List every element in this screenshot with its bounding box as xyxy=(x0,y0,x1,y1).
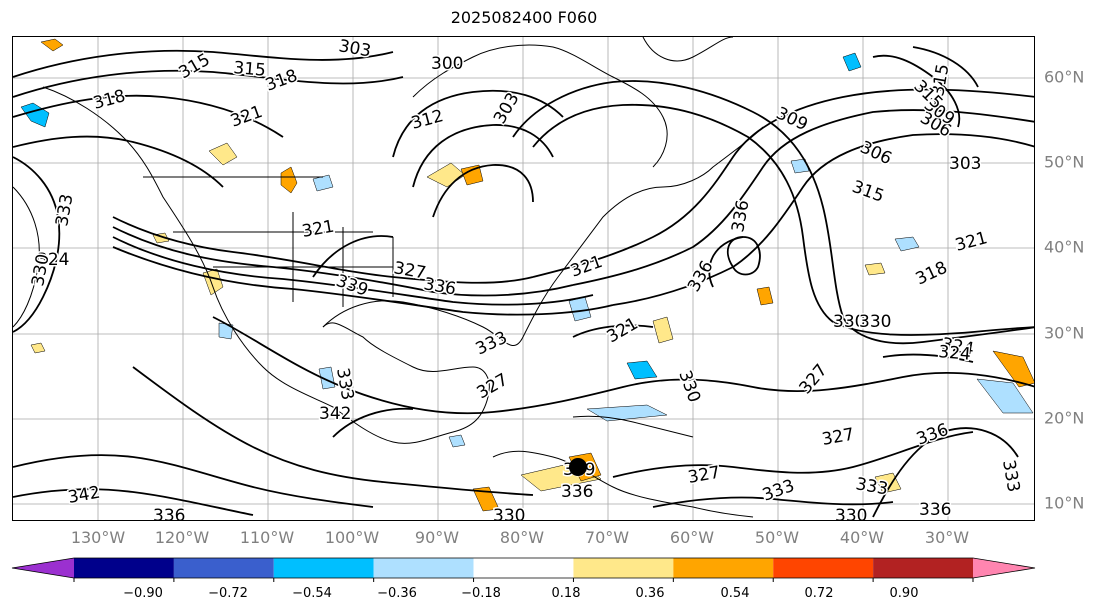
contour-label: 306 xyxy=(857,137,895,169)
contour-label: 303 xyxy=(949,154,981,174)
map-area[interactable]: 303 300 315 318 315 318 321 312 303 315 … xyxy=(12,36,1035,521)
contour-label: 336 xyxy=(561,482,593,502)
lon-label: 80°W xyxy=(499,528,545,547)
lat-label: 40°N xyxy=(1044,237,1085,257)
map-title: 2025082400 F060 xyxy=(450,8,598,27)
contour-label: 324 xyxy=(938,342,972,365)
contour-label: 333 xyxy=(998,458,1023,493)
colorbar-segment xyxy=(873,558,973,578)
contour-label: 321 xyxy=(300,217,335,242)
colorbar-tick: 0.54 xyxy=(720,586,750,601)
contour-label: 321 xyxy=(228,102,265,132)
contour-label: 303 xyxy=(337,37,372,62)
colorbar-tick: −0.18 xyxy=(461,586,501,601)
colorbar-segment xyxy=(74,558,174,578)
colorbar-tick: −0.36 xyxy=(377,586,417,601)
contour-label: 330 xyxy=(674,368,704,405)
contour-label: 312 xyxy=(409,106,446,134)
contour-label: 333 xyxy=(332,366,357,401)
colorbar-outline xyxy=(11,557,1036,579)
lon-label: 130°W xyxy=(70,528,126,547)
contour-label: 333 xyxy=(52,192,77,227)
colorbar-tick: 0.72 xyxy=(804,586,834,601)
contour-label: 330 xyxy=(859,312,891,332)
contour-label: 336 xyxy=(422,274,457,299)
colorbar-tick: −0.72 xyxy=(208,586,248,601)
contour-label: 315 xyxy=(849,177,886,207)
lon-label: 120°W xyxy=(154,528,210,547)
lon-label: 110°W xyxy=(239,528,295,547)
colorbar-extend-low xyxy=(12,558,74,578)
colorbar-segment xyxy=(673,558,774,578)
contour-label: 321 xyxy=(604,314,642,348)
contour-label: 300 xyxy=(431,54,463,74)
contour-label: 318 xyxy=(913,258,951,290)
contour-label: 333 xyxy=(854,474,889,499)
shading xyxy=(20,38,1034,512)
contour-label: 342 xyxy=(66,483,101,508)
storm-center-marker[interactable] xyxy=(569,458,587,476)
lon-label: 60°W xyxy=(669,528,715,547)
lat-label: 20°N xyxy=(1044,408,1085,428)
contour-label: 324 xyxy=(37,250,69,270)
contour-label: 303 xyxy=(490,89,524,127)
colorbar-segment xyxy=(573,558,674,578)
contour-label: 330 xyxy=(835,506,867,521)
contour-label: 327 xyxy=(392,258,427,283)
lon-label: 100°W xyxy=(324,528,380,547)
lat-label: 50°N xyxy=(1044,152,1085,172)
colorbar-tick: 0.36 xyxy=(635,586,665,601)
colorbar-segment xyxy=(473,558,574,578)
map-canvas: 303 300 315 318 315 318 321 312 303 315 … xyxy=(13,37,1034,521)
colorbar-extend-high xyxy=(973,558,1035,578)
contour-label: 318 xyxy=(263,66,300,96)
lat-label: 30°N xyxy=(1044,323,1085,343)
lon-label: 70°W xyxy=(584,528,630,547)
contour-label: 336 xyxy=(914,420,951,450)
colorbar-segment xyxy=(373,558,474,578)
contour-label: 327 xyxy=(686,463,721,488)
contour-label: 321 xyxy=(953,228,990,256)
contour-label: 327 xyxy=(796,360,832,398)
lon-label: 90°W xyxy=(414,528,460,547)
contour-label: 330 xyxy=(493,506,525,521)
contour-label: 339 xyxy=(333,271,370,301)
colorbar-tick: 0.18 xyxy=(551,586,581,601)
contour-label: 336 xyxy=(728,198,753,233)
colorbar-tick: 0.90 xyxy=(889,586,919,601)
lon-label: 50°W xyxy=(754,528,800,547)
contour-label: 309 xyxy=(773,103,811,135)
contour-label: 318 xyxy=(91,86,128,114)
contour-label: 336 xyxy=(153,506,185,521)
contour-label: 333 xyxy=(473,328,511,360)
contours xyxy=(13,46,1034,518)
colorbar-segment xyxy=(173,558,274,578)
contour-label: 327 xyxy=(820,425,855,450)
lon-label: 30°W xyxy=(924,528,970,547)
contour-label: 315 xyxy=(233,58,267,81)
contour-label: 336 xyxy=(919,500,951,520)
contour-label: 342 xyxy=(319,404,351,424)
lat-label: 10°N xyxy=(1044,493,1085,513)
lat-label: 60°N xyxy=(1044,67,1085,87)
colorbar-segment xyxy=(273,558,374,578)
contour-label: 327 xyxy=(474,370,512,404)
colorbar-tick: −0.90 xyxy=(123,586,163,601)
lon-label: 40°W xyxy=(839,528,885,547)
contour-label: 330 xyxy=(833,312,865,332)
colorbar-tick: −0.54 xyxy=(292,586,332,601)
colorbar-segment xyxy=(773,558,874,578)
